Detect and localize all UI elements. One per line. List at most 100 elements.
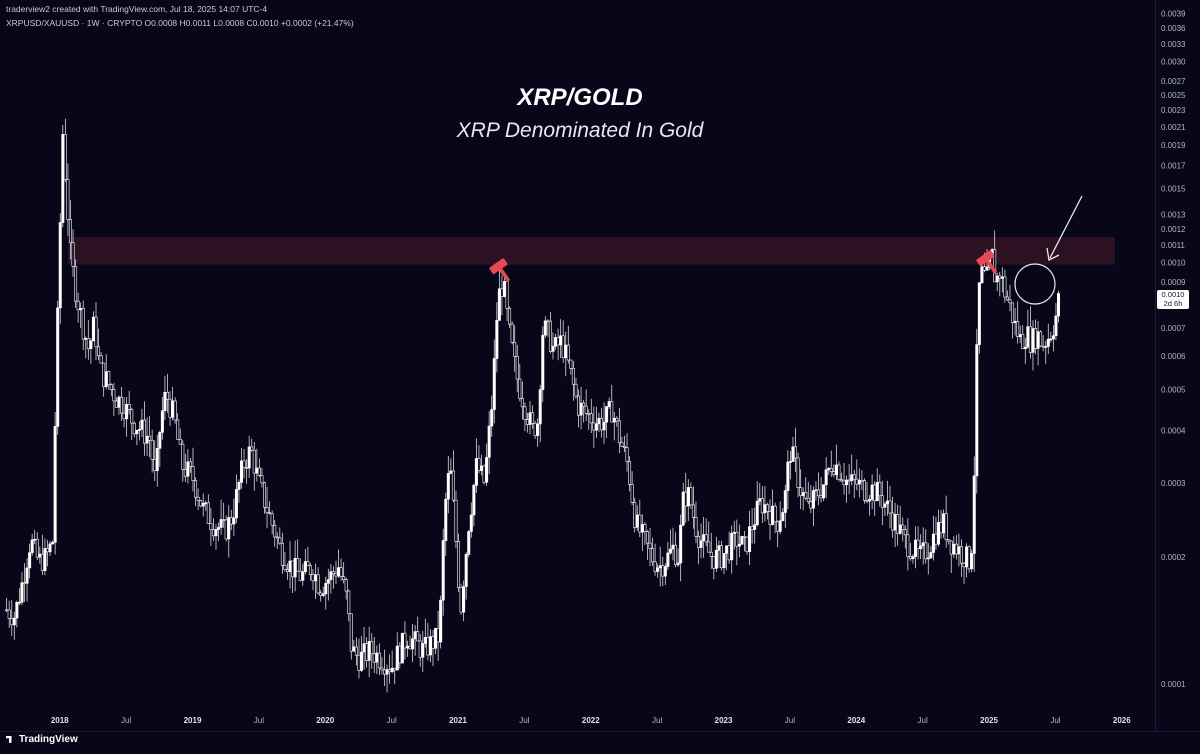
candle-body xyxy=(630,484,634,503)
candle-body xyxy=(788,461,792,463)
candle-body xyxy=(799,487,803,496)
candle-body xyxy=(431,636,435,649)
candle-body xyxy=(888,500,892,514)
candle-body xyxy=(505,281,509,309)
candle-body xyxy=(837,464,841,480)
candle-body xyxy=(1023,346,1027,350)
candle-body xyxy=(1051,335,1055,340)
candle-body xyxy=(753,524,757,530)
candle-body xyxy=(903,529,907,536)
y-tick-label: 0.0021 xyxy=(1161,123,1186,132)
candle-body xyxy=(939,522,943,534)
candle-body xyxy=(232,517,236,525)
candle-body xyxy=(283,565,287,570)
x-tick-label: 2019 xyxy=(184,716,202,725)
chart-annotation-subtitle: XRP Denominated In Gold xyxy=(456,119,704,142)
candle-body xyxy=(462,586,466,613)
candle-body xyxy=(143,419,147,444)
candle-body xyxy=(546,320,550,323)
candle-body xyxy=(140,419,144,430)
candle-body xyxy=(878,482,882,497)
candle-body xyxy=(352,646,356,652)
candle-body xyxy=(949,540,953,555)
candle-body xyxy=(306,561,310,567)
last-price-badge: 0.0010 2d 6h xyxy=(1157,290,1189,309)
candle-body xyxy=(86,338,90,349)
candle-body xyxy=(214,529,218,537)
candle-body xyxy=(171,400,175,418)
candle-body xyxy=(160,410,164,433)
candle-body xyxy=(1028,326,1032,353)
candle-body xyxy=(702,534,706,541)
candle-body xyxy=(314,574,318,582)
candle-body xyxy=(628,461,632,485)
y-tick-label: 0.0015 xyxy=(1161,184,1186,193)
candle-body xyxy=(709,551,713,557)
candle-body xyxy=(30,539,34,553)
candle-body xyxy=(217,527,221,530)
candle-body xyxy=(278,537,282,544)
candle-body xyxy=(237,482,241,490)
candle-body xyxy=(891,512,895,531)
candle-body xyxy=(579,402,583,416)
candle-body xyxy=(998,275,1002,279)
candle-body xyxy=(25,567,29,584)
candle-body xyxy=(326,579,330,584)
candle-body xyxy=(559,335,563,346)
candle-body xyxy=(947,539,951,542)
candle-body xyxy=(965,546,969,568)
y-tick-label: 0.0027 xyxy=(1161,77,1186,86)
candle-body xyxy=(906,534,910,557)
candle-body xyxy=(893,514,897,531)
candle-body xyxy=(191,466,195,481)
tradingview-logo[interactable]: TradingView xyxy=(6,734,78,745)
candle-body xyxy=(972,475,976,554)
candle-body xyxy=(132,422,136,435)
candle-body xyxy=(801,492,805,496)
arrow-head xyxy=(1046,247,1060,261)
candle-body xyxy=(635,514,639,528)
candle-body xyxy=(531,412,535,424)
candle-body xyxy=(615,417,619,422)
candle-body xyxy=(104,371,108,388)
x-tick-label: Jul xyxy=(387,716,397,725)
candle-body xyxy=(449,470,453,474)
candle-body xyxy=(186,461,190,477)
candle-body xyxy=(622,445,626,448)
candle-body xyxy=(331,571,335,575)
candle-body xyxy=(666,552,670,567)
candle-body xyxy=(472,485,476,516)
candle-body xyxy=(339,567,343,577)
candle-body xyxy=(1026,326,1030,348)
candle-body xyxy=(571,368,575,385)
candle-body xyxy=(35,538,39,558)
candle-body xyxy=(375,652,379,663)
candle-body xyxy=(704,534,708,543)
candle-body xyxy=(122,412,126,420)
candle-body xyxy=(79,307,83,311)
candle-body xyxy=(791,446,795,462)
candle-body xyxy=(822,484,826,499)
candle-body xyxy=(952,543,956,555)
candle-body xyxy=(201,502,205,507)
candle-body xyxy=(679,524,683,564)
candle-body xyxy=(102,362,106,388)
y-tick-label: 0.0023 xyxy=(1161,106,1186,115)
candle-body xyxy=(1011,302,1015,323)
candle-body xyxy=(319,592,323,596)
symbol-ohlc-line[interactable]: XRPUSD/XAUUSD · 1W · CRYPTO O0.0008 H0.0… xyxy=(6,18,354,28)
candle-body xyxy=(367,641,371,661)
x-tick-label: Jul xyxy=(785,716,795,725)
candle-body xyxy=(847,479,851,482)
candle-body xyxy=(556,337,560,346)
x-tick-label: 2018 xyxy=(51,716,69,725)
candle-body xyxy=(842,480,846,486)
candle-body xyxy=(17,601,21,604)
candle-body xyxy=(120,396,124,414)
candle-body xyxy=(482,465,486,483)
candle-body xyxy=(587,412,591,415)
x-tick-label: Jul xyxy=(254,716,264,725)
candle-body xyxy=(875,482,879,502)
